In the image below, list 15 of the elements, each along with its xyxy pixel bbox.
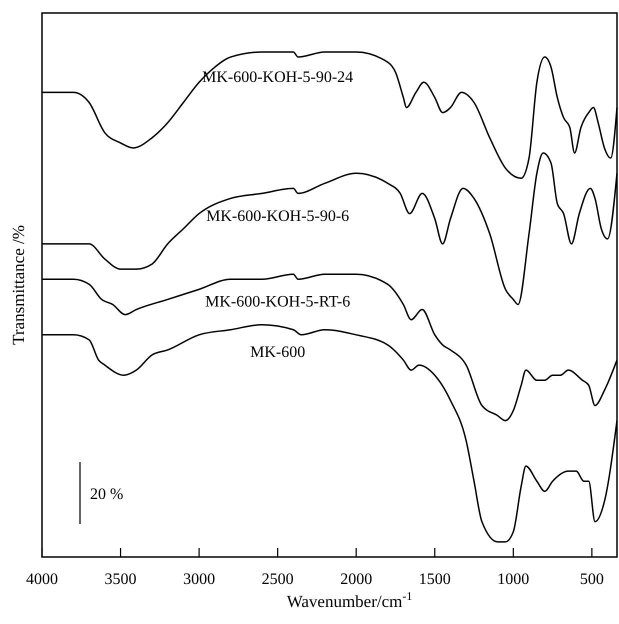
x-tick-label: 3500 — [104, 571, 137, 588]
x-tick-label: 1000 — [497, 571, 530, 588]
x-axis-title: Wavenumber/cm$^{-1}$ — [286, 589, 412, 611]
x-tick-label: 4000 — [26, 571, 58, 588]
x-tick-label: 500 — [580, 571, 604, 588]
x-tick-label: 3000 — [183, 571, 216, 588]
series-label: MK-600-KOH-5-90-6 — [206, 208, 350, 225]
x-tick-label: 2500 — [262, 571, 294, 588]
annotation: 20 % — [90, 486, 124, 503]
series-label: MK-600 — [250, 344, 306, 362]
series-label: MK-600-KOH-5-90-24 — [202, 69, 354, 86]
y-axis-title: Transmittance /% — [9, 225, 28, 345]
series-label: MK-600-KOH-5-RT-6 — [205, 294, 350, 311]
x-tick-label: 2000 — [340, 571, 372, 588]
x-tick-label: 1500 — [418, 571, 451, 588]
